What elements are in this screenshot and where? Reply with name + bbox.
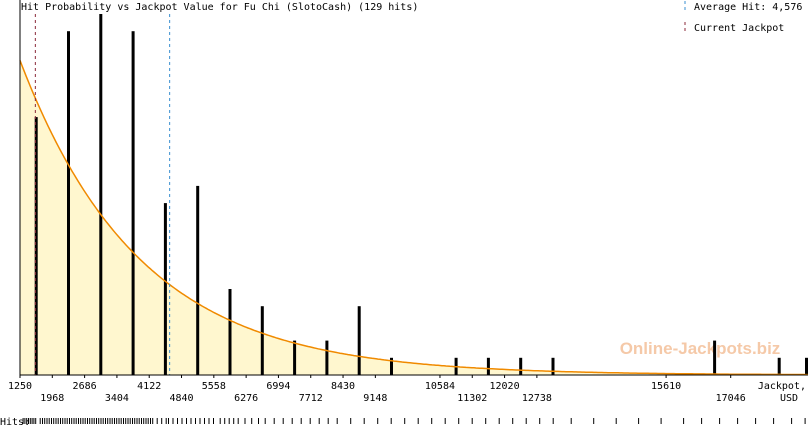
x-tick-label: 10584 (425, 381, 455, 392)
x-tick-label: 15610 (651, 381, 681, 392)
x-tick-label: 5558 (202, 381, 226, 392)
x-tick-label: 1250 (8, 381, 32, 392)
bar (260, 306, 264, 375)
x-tick-label: 12738 (522, 393, 552, 404)
x-tick-label: 7712 (299, 393, 323, 404)
bar (357, 306, 361, 375)
bar (325, 340, 329, 375)
hits-label: Hits: (0, 417, 30, 425)
x-axis-label: Jackpot, (758, 381, 806, 392)
legend-average-label: Average Hit: 4,576 (694, 2, 802, 13)
bar (713, 340, 717, 375)
x-tick-label: 8430 (331, 381, 355, 392)
x-tick-label: 1968 (40, 393, 64, 404)
bar (551, 357, 555, 375)
x-tick-label: 9148 (363, 393, 387, 404)
bar (196, 185, 200, 375)
bar (228, 289, 232, 375)
bar (390, 357, 393, 375)
x-tick-label: 2686 (73, 381, 97, 392)
x-tick-label: 4122 (137, 381, 161, 392)
watermark-text: Online-Jackpots.biz (620, 339, 781, 358)
bar (163, 203, 167, 375)
x-tick-label: 6994 (266, 381, 290, 392)
bar (777, 357, 781, 375)
x-tick-label: 12020 (490, 381, 520, 392)
legend-current-label: Current Jackpot (694, 23, 784, 34)
x-tick-label: 4840 (169, 393, 193, 404)
bar (293, 340, 297, 375)
x-ticks-group: 1250 2686 4122 5558 6994 8430 10584 12020 15610 1… (8, 375, 746, 404)
x-tick-label: 11302 (457, 393, 487, 404)
bar (519, 357, 523, 375)
fit-area (20, 60, 808, 376)
hits-rug (22, 418, 806, 424)
bar (486, 357, 490, 375)
x-tick-label: 3404 (105, 393, 129, 404)
bar (67, 31, 70, 375)
fit-curve (19, 60, 808, 376)
x-tick-label: 6276 (234, 393, 258, 404)
bar (805, 357, 808, 375)
bar (34, 117, 38, 375)
x-tick-label: 17046 (716, 393, 746, 404)
x-axis-unit: USD (780, 393, 798, 404)
bar (99, 14, 103, 375)
bar (131, 31, 135, 375)
bars-group (34, 14, 808, 375)
chart-title: Hit Probability vs Jackpot Value for Fu … (21, 2, 418, 13)
